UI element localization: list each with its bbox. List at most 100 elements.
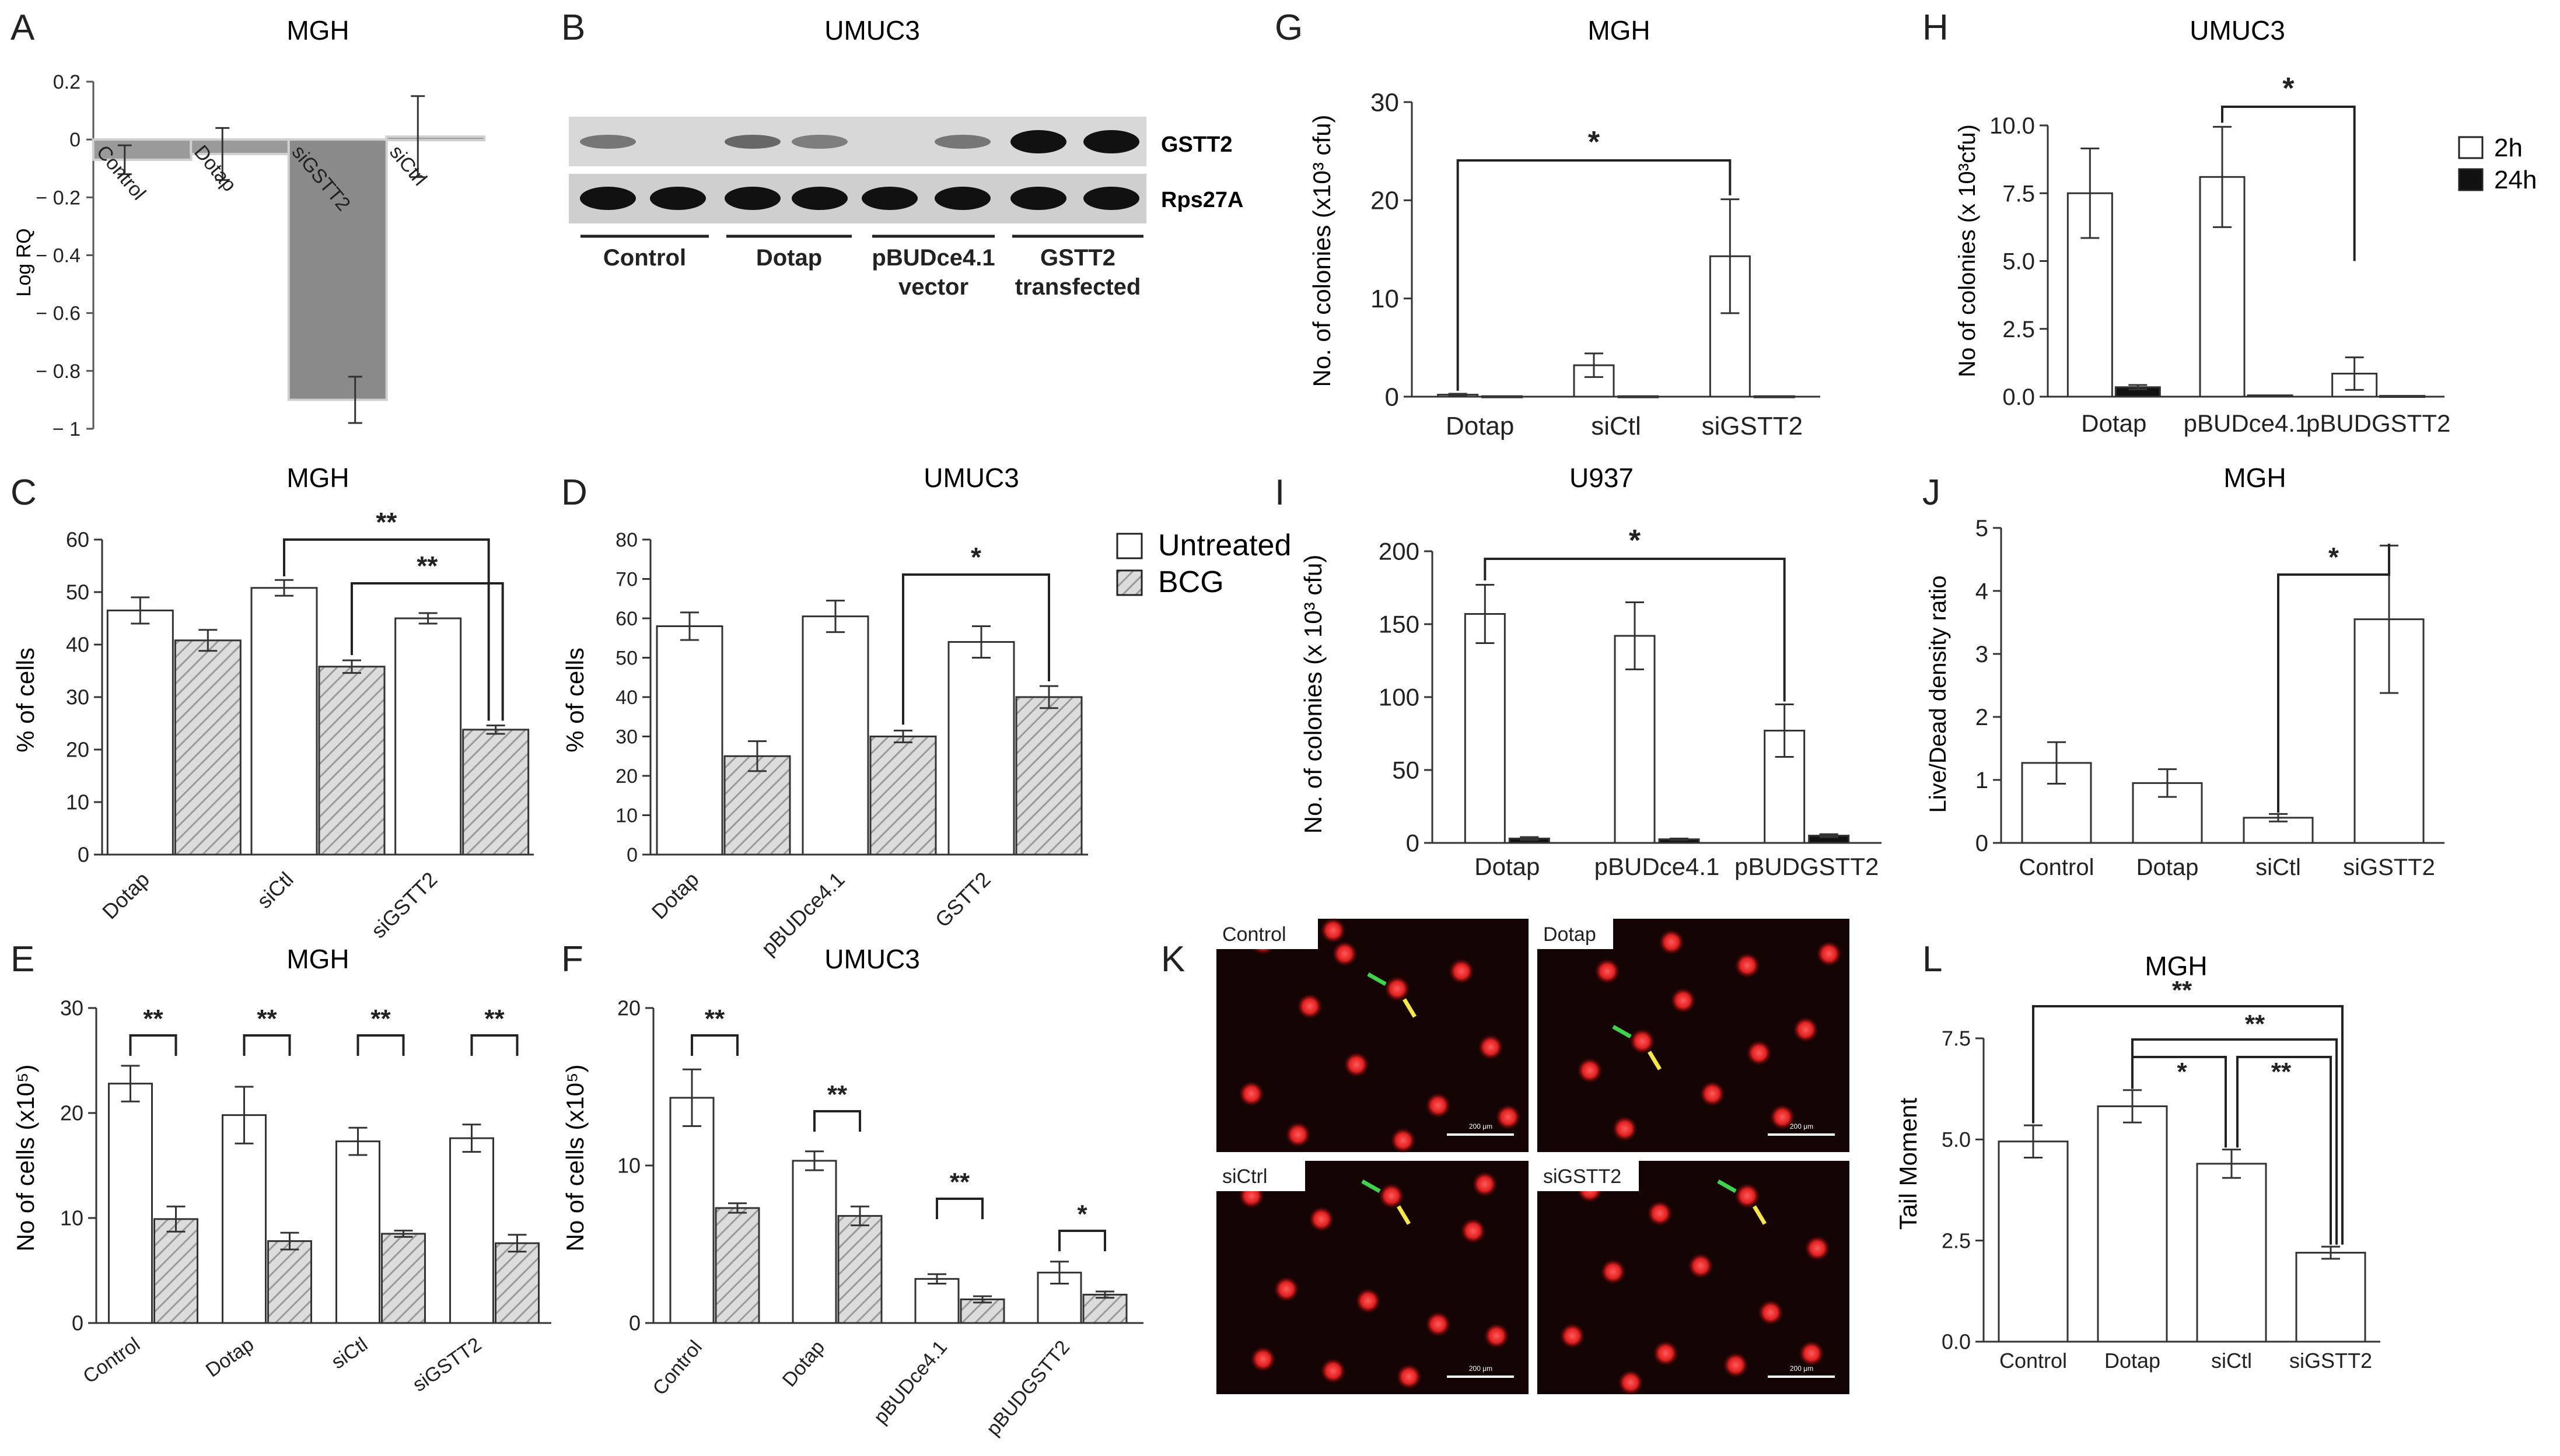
L-ytick-label: 7.5 [1942, 1027, 1971, 1051]
blot-band [1010, 187, 1066, 210]
chart-a-ylabel: Log RQ [13, 228, 35, 296]
F-category-label: pBUDce4.1 [869, 1336, 952, 1429]
blot-band [792, 187, 848, 210]
micrograph-label: siGSTT2 [1543, 1166, 1621, 1188]
blot-band [650, 187, 706, 210]
l-significance-bracket-4 [2236, 1056, 2332, 1245]
L-ytick-label: 0.0 [1942, 1330, 1971, 1354]
micrograph-label-box [1216, 1161, 1305, 1191]
L-bar-control [1998, 1140, 2069, 1343]
D-ytick-label: 20 [615, 765, 638, 788]
G-ytick-label: 0 [1385, 383, 1399, 411]
F-bar-pbudgstt2-bcg [1082, 1293, 1128, 1324]
J-category-label: Control [2019, 855, 2094, 880]
scale-bar-label: 200 μm [1469, 1364, 1492, 1373]
micrograph-label: Dotap [1543, 923, 1596, 946]
F-bar-dotap-untreated [792, 1160, 837, 1324]
G-category-label: siCtl [1591, 412, 1641, 440]
D-ytick-label: 80 [615, 529, 638, 551]
comet-cell [1653, 1340, 1678, 1366]
a-ytick-label: − 0.6 [36, 303, 81, 325]
H-ytick-label: 7.5 [2002, 181, 2035, 206]
chart-e-ylabel: No of cells (x10⁵) [12, 1065, 39, 1252]
C-bar-sictl-bcg [318, 666, 386, 856]
H-ytick-label: 0.0 [2002, 384, 2035, 410]
d-significance-bracket-label: * [971, 542, 981, 572]
l-significance-bracket-2 [2131, 1038, 2338, 1245]
comet-cell [1309, 1206, 1334, 1232]
j-significance-bracket [2277, 544, 2390, 813]
E-bar-sictl-untreated [335, 1140, 380, 1324]
e-significance-bracket [470, 1034, 519, 1056]
F-bar-dotap-bcg [837, 1214, 883, 1324]
blot-b-row-rps27a: Rps27A [1161, 188, 1244, 212]
f-significance-bracket-label: * [1077, 1200, 1087, 1228]
chart-d-legend: Untreated BCG [1116, 528, 1291, 599]
blot-group-label: transfected [1015, 274, 1141, 300]
I-bar-dotap-2h [1464, 613, 1506, 844]
E-category-label: siCtl [327, 1333, 372, 1373]
D-ytick-label: 0 [627, 844, 638, 866]
C-category-label: siCtl [252, 867, 298, 913]
E-bar-control-untreated [108, 1083, 153, 1324]
D-ytick-label: 10 [615, 804, 638, 827]
f-significance-bracket-label: ** [950, 1168, 970, 1196]
comet-cell [1250, 1346, 1276, 1372]
yellow-arrow-icon [1752, 1205, 1767, 1225]
panel-letter-h: H [1922, 8, 1949, 48]
L-category-label: Control [1999, 1349, 2067, 1373]
D-bar-pbudce4-1-bcg [869, 736, 937, 856]
h-significance-bracket-label: * [2282, 72, 2295, 106]
blot-band [725, 187, 781, 210]
comet-cell [1746, 1040, 1772, 1066]
comet-cell [1495, 1104, 1521, 1130]
J-ytick-label: 5 [1975, 516, 1988, 541]
I-bar-pbudce4-1-2h [1614, 635, 1656, 844]
panel-letter-g: G [1275, 8, 1303, 48]
comet-cell [1758, 1300, 1783, 1325]
panel-letter-f: F [561, 939, 583, 979]
D-ytick-label: 40 [615, 687, 638, 709]
legend-label-2h: 2h [2494, 134, 2523, 162]
G-bar-sigstt2-24h [1753, 395, 1795, 398]
L-category-label: Dotap [2104, 1349, 2160, 1373]
a-bar-sictrl [385, 135, 486, 142]
comet-cell [1577, 1058, 1603, 1083]
comet-cell [1425, 1093, 1451, 1118]
F-category-label: Control [649, 1336, 707, 1399]
comet-cell [1384, 976, 1410, 1002]
comet-cell [1670, 988, 1696, 1013]
blot-group-label: GSTT2 [1040, 245, 1115, 271]
D-bar-pbudce4-1-untreated [802, 615, 869, 856]
l-significance-bracket-1 [2032, 1005, 2344, 1245]
chart-i-plot: 0 50 100 150 200 Dotap pBUDce4.1 pBUDGSTT2 * [1379, 524, 1881, 880]
legend-label-bcg: BCG [1158, 565, 1224, 599]
g-significance-bracket [1456, 159, 1732, 391]
micrograph-label: siCtrl [1222, 1166, 1267, 1188]
comet-cell [1804, 1236, 1830, 1261]
comet-cell [1816, 941, 1842, 967]
L-bar-dotap [2097, 1105, 2168, 1343]
comet-cell [1344, 1052, 1369, 1077]
J-category-label: siGSTT2 [2343, 855, 2435, 880]
chart-a-title: MGH [286, 15, 349, 46]
f-significance-bracket [1058, 1230, 1106, 1251]
f-significance-bracket [813, 1110, 861, 1132]
f-significance-bracket [691, 1034, 739, 1056]
blot-band [725, 135, 781, 149]
D-ytick-label: 30 [615, 726, 638, 748]
e-significance-bracket-label: ** [143, 1005, 163, 1033]
h-significance-bracket [2221, 106, 2356, 261]
comet-cell [1425, 1311, 1451, 1337]
chart-c-ylabel: % of cells [12, 648, 39, 752]
panel-letters: A B G H C D I J E F K L [11, 8, 1949, 979]
G-ytick-label: 10 [1370, 285, 1399, 313]
C-bar-sigstt2-bcg [462, 729, 530, 856]
C-ytick-label: 50 [66, 580, 89, 604]
